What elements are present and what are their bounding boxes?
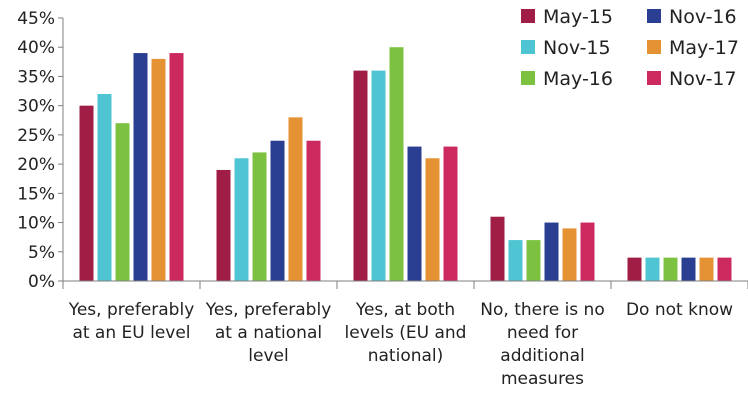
bar <box>97 93 112 281</box>
bar <box>306 140 321 281</box>
bar <box>645 257 660 281</box>
y-tick-label: 30% <box>17 97 55 117</box>
bar <box>699 257 714 281</box>
category-label: at an EU level <box>72 323 190 343</box>
legend-swatch <box>521 9 535 23</box>
y-tick-label: 45% <box>17 9 55 29</box>
category-label: measures <box>501 369 584 389</box>
bar <box>544 222 559 281</box>
legend-swatch <box>521 71 535 85</box>
bar <box>151 58 166 282</box>
x-axis: Yes, preferably at an EU level Yes, prefer… <box>62 280 748 389</box>
y-tick-label: 25% <box>17 126 55 146</box>
legend-item: Nov-16 <box>647 6 737 28</box>
y-tick-label: 0% <box>28 272 55 292</box>
legend: May-15 Nov-15 May-16 Nov-16 May-17 Nov-17 <box>521 6 739 90</box>
bar <box>627 257 642 281</box>
y-axis: 0% 5% 10% 15% 20% 25% 30% 35% 40% 45% <box>17 9 64 292</box>
bar <box>270 140 285 281</box>
legend-label: May-15 <box>543 6 613 28</box>
legend-label: May-17 <box>669 37 739 59</box>
category-label: national) <box>368 346 444 366</box>
category-label: No, there is no <box>480 300 604 320</box>
legend-label: May-16 <box>543 68 613 90</box>
y-tick-label: 5% <box>28 243 55 263</box>
category-label: need for <box>507 323 578 343</box>
legend-label: Nov-15 <box>543 37 611 59</box>
bar <box>562 228 577 281</box>
legend-item: Nov-15 <box>521 37 611 59</box>
bar <box>79 105 94 282</box>
y-tick-label: 10% <box>17 214 55 234</box>
category-label: level <box>248 346 288 366</box>
bar <box>169 53 184 281</box>
bar <box>133 53 148 281</box>
bar <box>681 257 696 281</box>
legend-swatch <box>647 9 661 23</box>
bar <box>490 216 505 281</box>
legend-label: Nov-17 <box>669 68 737 90</box>
legend-item: May-15 <box>521 6 613 28</box>
bar <box>407 146 422 281</box>
bar <box>663 257 678 281</box>
legend-item: Nov-17 <box>647 68 737 90</box>
bars <box>79 47 732 282</box>
bar <box>216 169 231 281</box>
bar <box>371 70 386 281</box>
category-label: levels (EU and <box>345 323 467 343</box>
y-tick-label: 20% <box>17 155 55 175</box>
bar <box>252 152 267 281</box>
y-tick-label: 40% <box>17 38 55 58</box>
bar <box>288 117 303 281</box>
category-label: additional <box>500 346 584 366</box>
legend-label: Nov-16 <box>669 6 737 28</box>
category-label: Yes, preferably <box>205 300 332 320</box>
legend-item: May-16 <box>521 68 613 90</box>
bar <box>580 222 595 281</box>
legend-swatch <box>647 71 661 85</box>
category-label: Yes, at both <box>355 300 455 320</box>
category-label: Do not know <box>626 300 733 320</box>
y-tick-label: 35% <box>17 67 55 87</box>
category-label: Yes, preferably <box>68 300 195 320</box>
bar <box>508 240 523 281</box>
category-label: at a national <box>215 323 322 343</box>
bar <box>115 123 130 281</box>
bar <box>234 158 249 281</box>
bar <box>717 257 732 281</box>
legend-swatch <box>521 40 535 54</box>
bar <box>425 158 440 281</box>
bar <box>353 70 368 281</box>
bar <box>443 146 458 281</box>
bar <box>526 240 541 281</box>
legend-swatch <box>647 40 661 54</box>
legend-item: May-17 <box>647 37 739 59</box>
y-tick-label: 15% <box>17 184 55 204</box>
bar <box>389 47 404 281</box>
